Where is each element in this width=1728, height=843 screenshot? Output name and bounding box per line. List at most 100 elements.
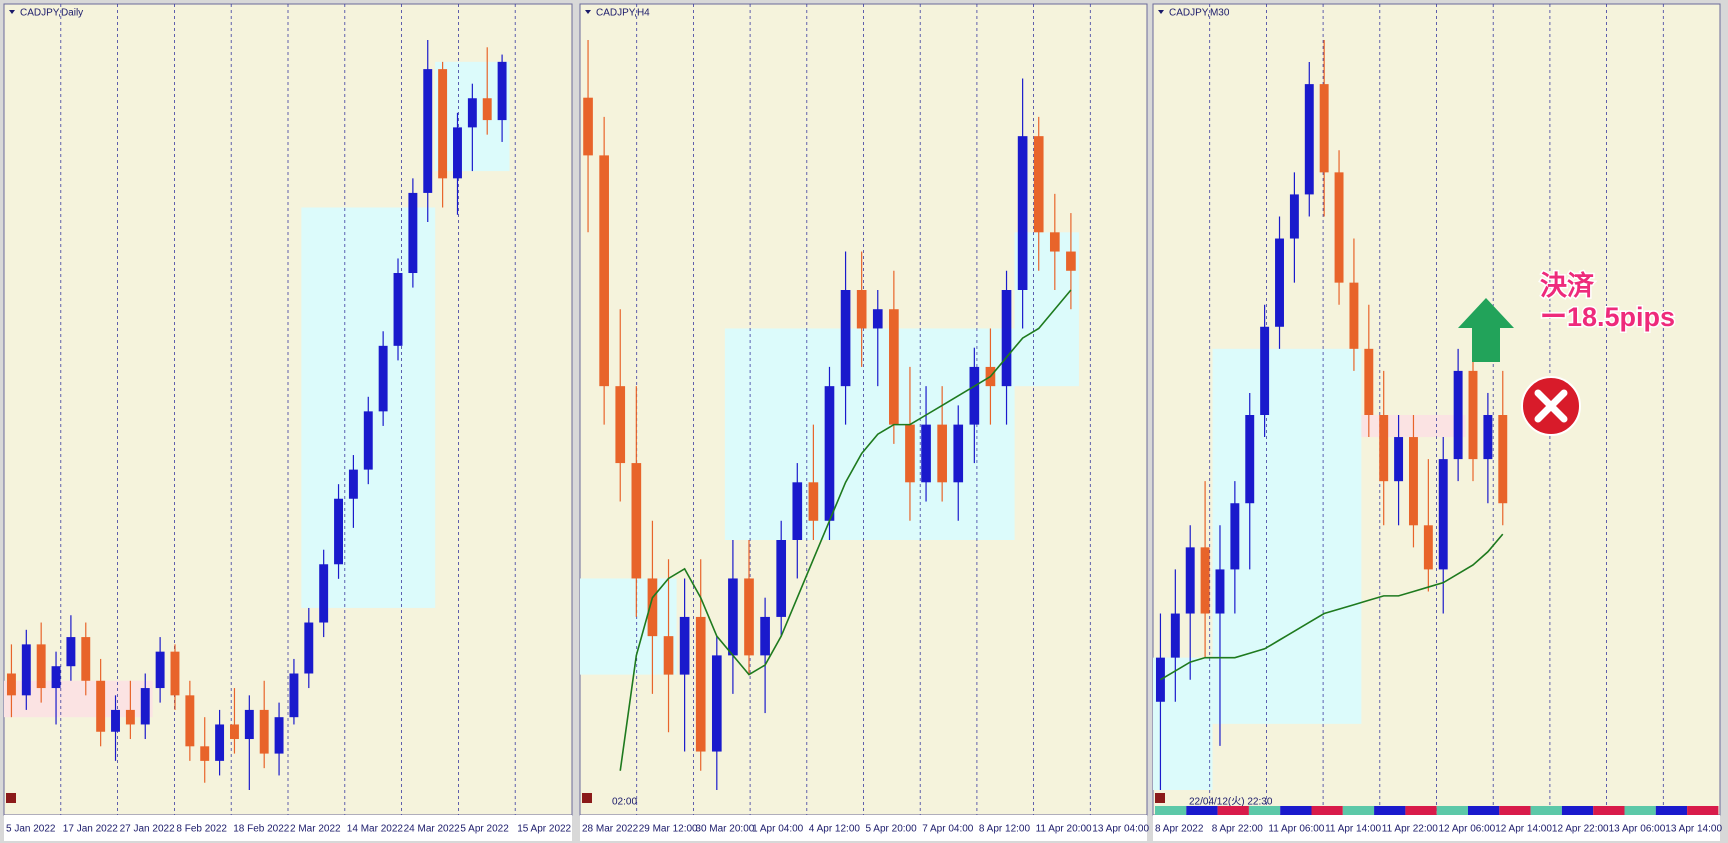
candle-body xyxy=(111,709,120,732)
candle-body xyxy=(244,709,254,740)
buy-arrow xyxy=(1458,298,1514,362)
candle-body xyxy=(1319,84,1329,173)
candle-body xyxy=(36,644,46,689)
candle-body xyxy=(1033,136,1044,233)
candle-body xyxy=(679,616,690,675)
candle-body xyxy=(304,622,314,674)
candle-body xyxy=(363,411,373,470)
chart-icon xyxy=(1155,793,1165,803)
candle-body xyxy=(663,636,674,675)
candle-body xyxy=(334,498,343,565)
x-tick-label: 14 Mar 2022 xyxy=(347,824,404,835)
candle-body xyxy=(423,69,433,193)
session-bar xyxy=(1280,806,1312,815)
candle-body xyxy=(438,69,448,179)
candle-body xyxy=(1364,348,1374,415)
x-tick-label: 18 Feb 2022 xyxy=(233,824,290,835)
status-label: 22/04/12(火) 22:30 xyxy=(1189,796,1273,808)
candle-body xyxy=(1453,370,1463,460)
session-bar xyxy=(1186,806,1218,815)
candle-body xyxy=(711,655,722,752)
candle-body xyxy=(155,651,165,689)
candle-body xyxy=(1017,136,1028,290)
candle-body xyxy=(728,578,738,656)
axis-strip xyxy=(1153,815,1720,841)
session-bar xyxy=(1311,806,1343,815)
candle-body xyxy=(125,709,135,725)
exit-label: 決済 xyxy=(1540,270,1595,301)
candle-body xyxy=(889,309,899,425)
panel-title: CADJPY,M30 xyxy=(1169,8,1230,19)
candle-body xyxy=(905,424,915,483)
session-bar xyxy=(1530,806,1562,815)
candle-body xyxy=(760,616,770,656)
x-tick-label: 11 Apr 22:00 xyxy=(1382,824,1438,835)
axis-strip xyxy=(4,815,572,841)
panel-menu xyxy=(1158,10,1164,14)
candle-body xyxy=(378,345,388,412)
candle-body xyxy=(1394,437,1404,482)
x-tick-label: 12 Apr 06:00 xyxy=(1439,824,1496,835)
x-tick-label: 13 Apr 04:00 xyxy=(1092,824,1149,835)
loss-cross xyxy=(1534,389,1568,423)
session-bar xyxy=(1374,806,1406,815)
x-tick-label: 1 Apr 04:00 xyxy=(752,824,804,835)
moving-average xyxy=(619,289,1072,771)
candle-body xyxy=(185,695,195,747)
session-bar xyxy=(1655,806,1688,815)
session-bar xyxy=(1436,806,1468,815)
candle-body xyxy=(467,98,477,128)
session-bar xyxy=(1468,806,1500,815)
panel-menu xyxy=(9,10,15,14)
candle-body xyxy=(1215,569,1225,614)
candle-body xyxy=(1230,503,1240,570)
candle-body xyxy=(453,127,462,179)
x-tick-label: 13 Apr 06:00 xyxy=(1609,824,1666,835)
candle-body xyxy=(1334,172,1344,283)
candle-body xyxy=(583,97,593,156)
candle-body xyxy=(393,273,403,346)
x-tick-label: 2 Mar 2022 xyxy=(290,824,341,835)
candle-body xyxy=(1379,415,1389,482)
candle-body xyxy=(969,366,980,425)
x-tick-label: 5 Apr 20:00 xyxy=(866,824,918,835)
candle-body xyxy=(1438,459,1448,570)
status-label: 02:00 xyxy=(612,797,637,808)
pips-label: ー18.5pips xyxy=(1540,302,1675,332)
candle-body xyxy=(408,192,418,274)
x-tick-label: 29 Mar 12:00 xyxy=(639,824,698,835)
candle-body xyxy=(1001,290,1012,387)
candle-body xyxy=(1289,194,1299,239)
candle-body xyxy=(200,746,210,761)
candle-body xyxy=(599,155,609,387)
candle-body xyxy=(1468,370,1478,460)
session-bar xyxy=(1593,806,1625,815)
x-tick-label: 13 Apr 14:00 xyxy=(1665,824,1722,835)
candle-body xyxy=(1066,251,1076,271)
x-tick-label: 27 Jan 2022 xyxy=(120,824,175,835)
x-tick-label: 5 Apr 2022 xyxy=(460,824,509,835)
candle-body xyxy=(808,482,819,521)
x-tick-label: 5 Jan 2022 xyxy=(6,824,56,835)
zone xyxy=(580,578,677,675)
candle-body xyxy=(792,482,803,540)
candle-body xyxy=(647,578,658,637)
x-tick-label: 7 Apr 04:00 xyxy=(922,824,974,835)
candle-body xyxy=(81,637,91,681)
candle-body xyxy=(872,309,883,329)
candle-body xyxy=(1260,326,1270,415)
candle-body xyxy=(1349,282,1359,349)
candle-body xyxy=(96,680,106,732)
candle-body xyxy=(482,98,492,121)
candle-body xyxy=(348,469,358,499)
candle-body xyxy=(1483,415,1493,460)
candle-body xyxy=(274,717,284,754)
session-bar xyxy=(1561,806,1594,815)
candle-body xyxy=(631,463,642,579)
x-tick-label: 8 Apr 12:00 xyxy=(979,824,1031,835)
candle-body xyxy=(51,666,61,689)
session-bar xyxy=(1217,806,1249,815)
candle-body xyxy=(21,644,31,696)
x-tick-label: 17 Jan 2022 xyxy=(63,824,118,835)
